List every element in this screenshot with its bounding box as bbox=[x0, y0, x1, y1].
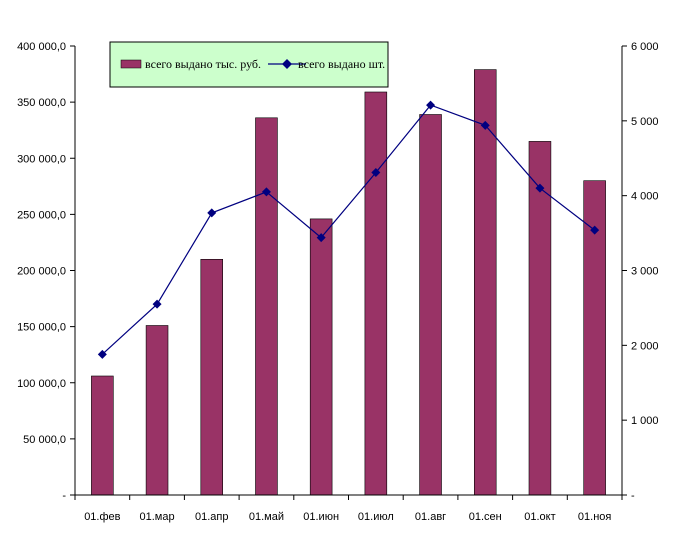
x-tick-label-6: 01.июл bbox=[358, 511, 394, 523]
line-path bbox=[101, 104, 595, 355]
x-tick-label-1: 01.фев bbox=[84, 511, 120, 523]
bar-6 bbox=[364, 91, 388, 496]
line-point-4 bbox=[261, 187, 271, 197]
bar-2 bbox=[145, 325, 169, 496]
line-point-2 bbox=[152, 299, 162, 309]
left-tick-label-0: - bbox=[62, 490, 66, 502]
left-tick-label-3: 150 000,0 bbox=[17, 322, 66, 334]
x-tick-label-8: 01.сен bbox=[469, 511, 502, 523]
right-tick-label-3: 3 000 bbox=[631, 266, 659, 278]
bar-1 bbox=[91, 375, 114, 496]
right-tick-label-1: 1 000 bbox=[631, 415, 659, 427]
right-tick-label-2: 2 000 bbox=[631, 340, 659, 352]
left-tick-label-7: 350 000,0 bbox=[17, 97, 66, 109]
legend-line-marker bbox=[282, 59, 292, 69]
line-point-10 bbox=[590, 225, 600, 235]
x-tick-label-2: 01.мар bbox=[140, 511, 175, 523]
x-tick-label-4: 01.май bbox=[249, 511, 284, 523]
line-point-6 bbox=[371, 167, 381, 177]
x-tick-label-9: 01.окт bbox=[524, 511, 555, 523]
legend-box bbox=[109, 41, 389, 88]
left-tick-label-1: 50 000,0 bbox=[23, 434, 66, 446]
right-tick-label-6: 6 000 bbox=[631, 41, 659, 53]
line-point-9 bbox=[535, 183, 545, 193]
bar-4 bbox=[255, 117, 278, 496]
line-series bbox=[97, 100, 600, 359]
x-tick-label-7: 01.авг bbox=[415, 511, 446, 523]
left-tick-label-4: 200 000,0 bbox=[17, 266, 66, 278]
legend: всего выдано тыс. руб. всего выдано шт. bbox=[109, 41, 389, 88]
legend-bar-swatch bbox=[120, 59, 142, 69]
bar-series bbox=[91, 69, 606, 496]
left-tick-label-6: 300 000,0 bbox=[17, 153, 66, 165]
right-tick-label-4: 4 000 bbox=[631, 191, 659, 203]
line-point-1 bbox=[97, 349, 107, 359]
bar-3 bbox=[200, 258, 224, 496]
bar-7 bbox=[419, 114, 442, 496]
right-tick-label-5: 5 000 bbox=[631, 116, 659, 128]
x-tick-label-5: 01.июн bbox=[303, 511, 339, 523]
left-tick-label-2: 100 000,0 bbox=[17, 378, 66, 390]
left-tick-label-8: 400 000,0 bbox=[17, 41, 66, 53]
line-point-8 bbox=[480, 120, 490, 130]
axes: - 50 000,0 100 000,0 150 000,0 200 000,0 250 … bbox=[17, 41, 658, 523]
left-tick-label-5: 250 000,0 bbox=[17, 209, 66, 221]
line-point-3 bbox=[207, 208, 217, 218]
line-point-5 bbox=[316, 233, 326, 243]
bar-5 bbox=[309, 218, 333, 496]
x-tick-label-3: 01.апр bbox=[195, 511, 228, 523]
x-tick-label-10: 01.ноя bbox=[578, 511, 611, 523]
legend-line-label: всего выдано шт. bbox=[298, 57, 385, 71]
line-point-7 bbox=[426, 100, 436, 110]
right-tick-label-0: - bbox=[631, 490, 635, 502]
legend-bar-label: всего выдано тыс. руб. bbox=[145, 57, 261, 71]
